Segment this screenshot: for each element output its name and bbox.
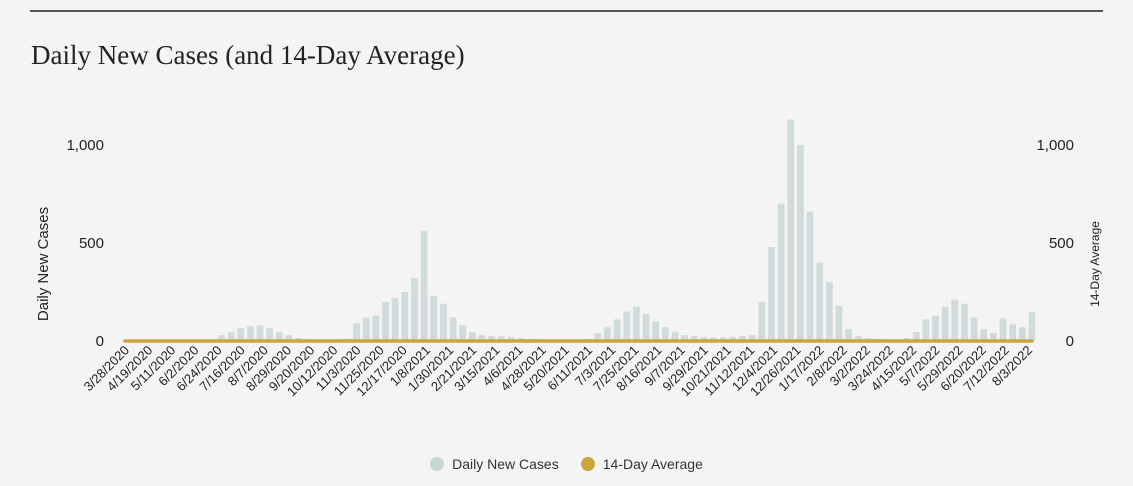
daily-cases-bar <box>806 211 814 341</box>
daily-cases-bar <box>787 119 795 342</box>
daily-cases-bar <box>478 335 486 341</box>
y-tick-label-left: 0 <box>96 333 104 350</box>
daily-cases-bar <box>266 328 274 341</box>
daily-cases-bar <box>845 329 853 341</box>
daily-cases-bar <box>826 282 833 341</box>
daily-cases-bar <box>652 321 660 341</box>
daily-cases-bar <box>362 317 370 341</box>
daily-cases-bar <box>690 336 698 341</box>
daily-cases-bar <box>999 318 1007 341</box>
chart-canvas: 0 500 1,000 0 500 1,000 3/28/20204/19/20205/… <box>35 119 1102 400</box>
daily-cases-bar <box>835 305 843 341</box>
daily-cases-bar <box>961 303 968 341</box>
daily-cases-bar <box>276 332 283 341</box>
daily-cases-bar <box>1028 311 1036 341</box>
daily-cases-bar <box>623 311 631 341</box>
daily-cases-bar <box>382 301 389 341</box>
daily-cases-bar <box>449 317 457 341</box>
daily-cases-bar <box>256 325 264 341</box>
daily-cases-bar <box>758 301 766 341</box>
daily-cases-bar <box>468 332 476 341</box>
y-tick-label-left: 1,000 <box>66 137 104 154</box>
daily-cases-bar <box>594 333 602 341</box>
y-tick-label-right: 0 <box>1066 333 1074 350</box>
daily-cases-bar <box>247 326 254 341</box>
daily-cases-bar <box>797 145 804 341</box>
daily-cases-bar <box>941 306 949 341</box>
legend-label-daily-cases: Daily New Cases <box>452 456 559 472</box>
daily-cases-bar <box>932 315 939 341</box>
daily-cases-bar <box>497 336 505 341</box>
daily-cases-bar <box>816 262 824 341</box>
x-axis-ticks: 3/28/20204/19/20205/11/20206/2/20206/24/… <box>81 343 1036 400</box>
daily-cases-bar <box>227 332 235 341</box>
daily-cases-bar <box>401 292 409 341</box>
legend-marker-daily-cases <box>430 457 445 471</box>
daily-cases-bar <box>430 295 438 341</box>
y2-axis-title: 14-Day Average <box>1088 221 1102 307</box>
y-axis-title: Daily New Cases <box>35 207 52 321</box>
chart-legend: Daily New Cases 14-Day Average <box>0 456 1133 472</box>
y-axis-left-ticks: 0 500 1,000 <box>66 137 104 350</box>
daily-cases-bar <box>353 323 360 341</box>
daily-cases-bar <box>777 203 785 341</box>
daily-cases-bar <box>768 246 775 341</box>
daily-cases-bar <box>613 319 621 341</box>
daily-cases-bar <box>488 336 496 341</box>
daily-cases-bar <box>633 306 640 341</box>
daily-cases-bar <box>748 335 756 341</box>
chart-title: Daily New Cases (and 14-Day Average) <box>31 40 465 70</box>
daily-cases-bar <box>285 335 293 341</box>
daily-cases-bar <box>710 337 717 341</box>
y-tick-label-left: 500 <box>79 235 104 252</box>
legend-item-14-day-average[interactable]: 14-Day Average <box>580 456 703 472</box>
daily-cases-bar <box>854 336 862 341</box>
daily-cases-bar <box>218 335 225 341</box>
top-divider <box>30 10 1103 12</box>
daily-cases-bar <box>671 332 679 341</box>
daily-cases-bar <box>1009 324 1017 341</box>
legend-marker-14-day-average <box>580 457 595 471</box>
daily-cases-bar <box>1018 327 1026 341</box>
daily-cases-bar <box>700 337 708 341</box>
daily-cases-bar <box>372 315 380 341</box>
y-tick-label-right: 500 <box>1049 235 1074 252</box>
daily-cases-bars <box>121 119 1036 342</box>
legend-item-daily-cases[interactable]: Daily New Cases <box>430 456 559 472</box>
daily-cases-bar <box>411 278 418 341</box>
y-axis-right-ticks: 0 500 1,000 <box>1036 137 1074 350</box>
daily-cases-bar <box>459 325 467 341</box>
daily-cases-bar <box>681 335 689 341</box>
daily-cases-bar <box>507 337 515 341</box>
legend-label-14-day-average: 14-Day Average <box>602 456 703 472</box>
daily-cases-bar <box>739 336 746 341</box>
daily-cases-bar <box>661 327 669 341</box>
daily-cases-bar <box>237 328 245 341</box>
daily-cases-bar <box>922 319 930 341</box>
y-tick-label-right: 1,000 <box>1036 137 1074 154</box>
daily-cases-bar <box>440 303 447 341</box>
daily-cases-bar <box>719 337 727 341</box>
daily-cases-bar <box>391 297 399 341</box>
daily-cases-bar <box>642 313 650 341</box>
daily-cases-bar <box>912 332 920 341</box>
daily-cases-bar <box>729 336 737 341</box>
daily-cases-bar <box>970 317 978 341</box>
daily-cases-bar <box>951 299 959 341</box>
daily-cases-bar <box>420 231 428 341</box>
daily-cases-bar <box>990 333 997 341</box>
daily-cases-bar <box>604 327 611 341</box>
daily-cases-bar <box>980 329 988 341</box>
